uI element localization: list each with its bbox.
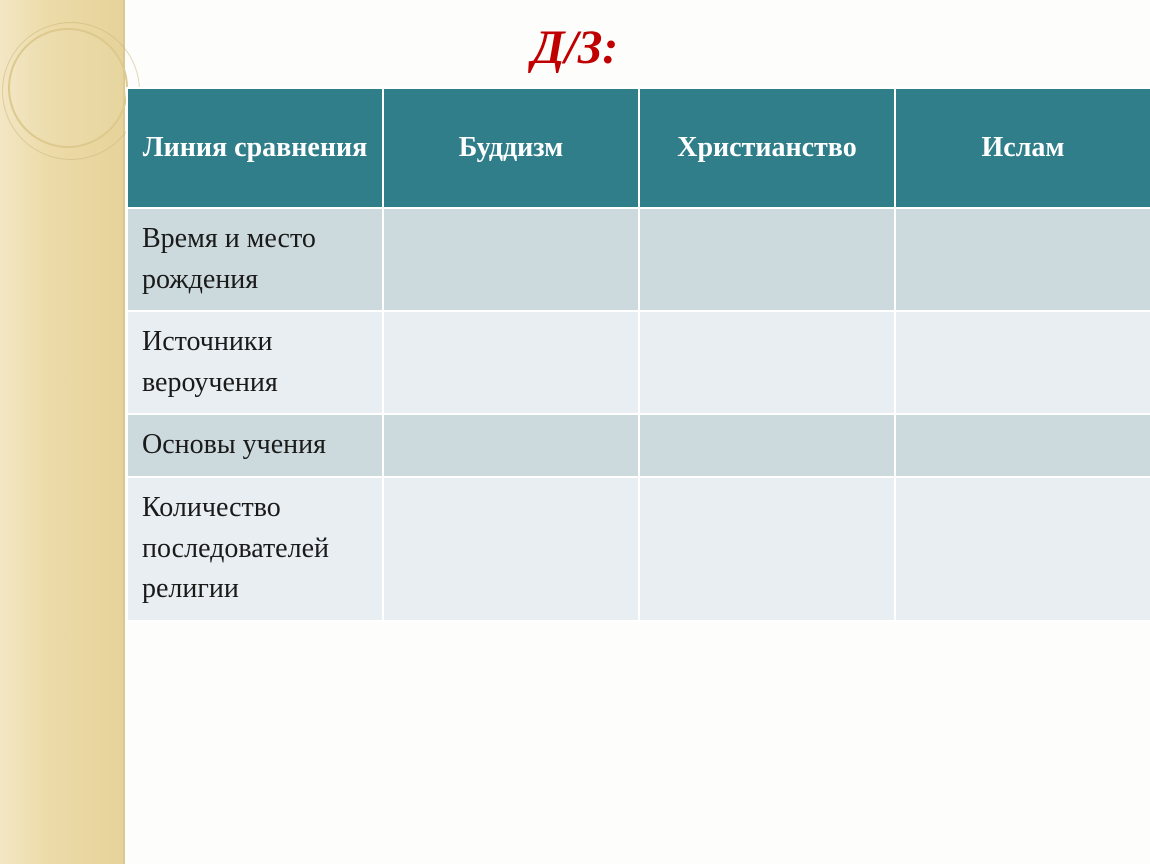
col-header-islam: Ислам (895, 88, 1150, 208)
cell (895, 414, 1150, 477)
table-header-row: Линия сравнения Буддизм Христианство Исл… (127, 88, 1150, 208)
table-row: Основы учения (127, 414, 1150, 477)
comparison-table: Линия сравнения Буддизм Христианство Исл… (126, 87, 1150, 622)
page-title: Д/З: (20, 20, 1130, 75)
cell (383, 311, 639, 414)
row-label: Количество последователей религии (127, 477, 383, 621)
row-label: Время и место рождения (127, 208, 383, 311)
row-label: Основы учения (127, 414, 383, 477)
cell (383, 208, 639, 311)
slide-container: Д/З: Линия сравнения Буддизм Христианств… (0, 0, 1150, 864)
cell (895, 311, 1150, 414)
table-row: Количество последователей религии (127, 477, 1150, 621)
cell (639, 311, 895, 414)
table-row: Источники вероучения (127, 311, 1150, 414)
cell (639, 477, 895, 621)
row-label: Источники вероучения (127, 311, 383, 414)
col-header-buddhism: Буддизм (383, 88, 639, 208)
cell (895, 208, 1150, 311)
cell (639, 414, 895, 477)
cell (639, 208, 895, 311)
col-header-criteria: Линия сравнения (127, 88, 383, 208)
table-row: Время и место рождения (127, 208, 1150, 311)
cell (383, 477, 639, 621)
cell (895, 477, 1150, 621)
cell (383, 414, 639, 477)
col-header-christianity: Христианство (639, 88, 895, 208)
